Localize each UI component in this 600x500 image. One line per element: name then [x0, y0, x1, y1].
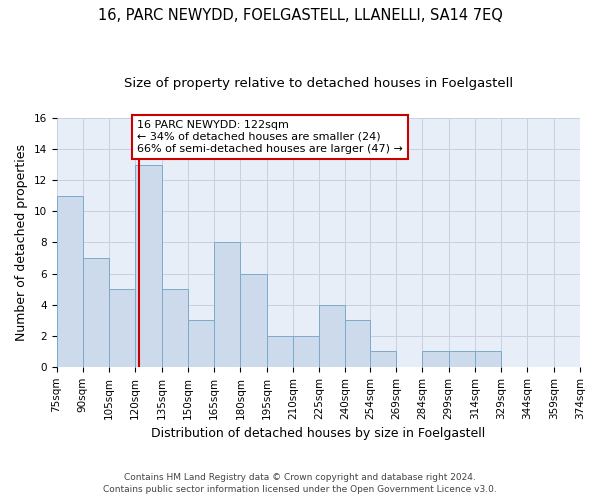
Bar: [109, 289, 136, 367]
Bar: [188, 320, 214, 367]
Bar: [161, 289, 188, 367]
Bar: [83, 258, 109, 367]
Y-axis label: Number of detached properties: Number of detached properties: [15, 144, 28, 341]
Bar: [346, 320, 370, 367]
Text: Contains HM Land Registry data © Crown copyright and database right 2024.: Contains HM Land Registry data © Crown c…: [124, 473, 476, 482]
Text: 16 PARC NEWYDD: 122sqm
← 34% of detached houses are smaller (24)
66% of semi-det: 16 PARC NEWYDD: 122sqm ← 34% of detached…: [137, 120, 403, 154]
Bar: [136, 164, 161, 367]
Text: 16, PARC NEWYDD, FOELGASTELL, LLANELLI, SA14 7EQ: 16, PARC NEWYDD, FOELGASTELL, LLANELLI, …: [98, 8, 502, 22]
Bar: [214, 242, 241, 367]
Bar: [241, 274, 266, 367]
Bar: [422, 352, 449, 367]
Bar: [370, 352, 396, 367]
X-axis label: Distribution of detached houses by size in Foelgastell: Distribution of detached houses by size …: [151, 427, 485, 440]
Bar: [475, 352, 501, 367]
Bar: [449, 352, 475, 367]
Bar: [56, 196, 83, 367]
Text: Contains public sector information licensed under the Open Government Licence v3: Contains public sector information licen…: [103, 484, 497, 494]
Bar: [319, 304, 346, 367]
Title: Size of property relative to detached houses in Foelgastell: Size of property relative to detached ho…: [124, 78, 513, 90]
Bar: [266, 336, 293, 367]
Bar: [293, 336, 319, 367]
